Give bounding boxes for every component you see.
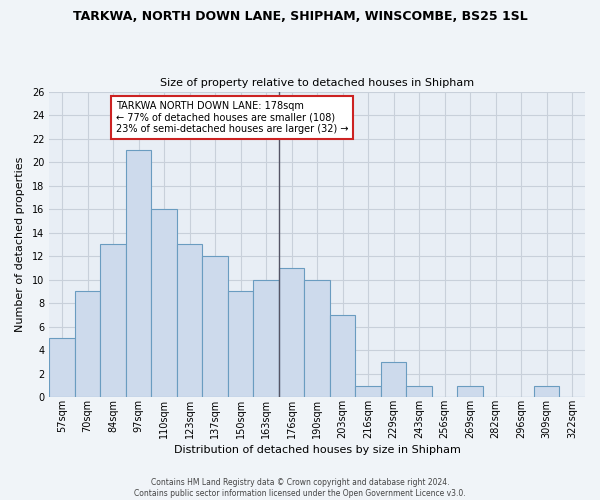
Bar [304,280,330,398]
Bar [330,315,355,398]
Bar [534,386,559,398]
Bar [151,209,177,398]
Bar [355,386,381,398]
Bar [177,244,202,398]
Title: Size of property relative to detached houses in Shipham: Size of property relative to detached ho… [160,78,474,88]
Text: TARKWA, NORTH DOWN LANE, SHIPHAM, WINSCOMBE, BS25 1SL: TARKWA, NORTH DOWN LANE, SHIPHAM, WINSCO… [73,10,527,23]
Bar [75,292,100,398]
Text: Contains HM Land Registry data © Crown copyright and database right 2024.
Contai: Contains HM Land Registry data © Crown c… [134,478,466,498]
Bar [228,292,253,398]
Bar [406,386,432,398]
Bar [49,338,75,398]
Bar [253,280,279,398]
X-axis label: Distribution of detached houses by size in Shipham: Distribution of detached houses by size … [174,445,461,455]
Bar [126,150,151,398]
Text: TARKWA NORTH DOWN LANE: 178sqm
← 77% of detached houses are smaller (108)
23% of: TARKWA NORTH DOWN LANE: 178sqm ← 77% of … [116,101,348,134]
Bar [457,386,483,398]
Bar [100,244,126,398]
Bar [381,362,406,398]
Bar [202,256,228,398]
Y-axis label: Number of detached properties: Number of detached properties [15,156,25,332]
Bar [279,268,304,398]
